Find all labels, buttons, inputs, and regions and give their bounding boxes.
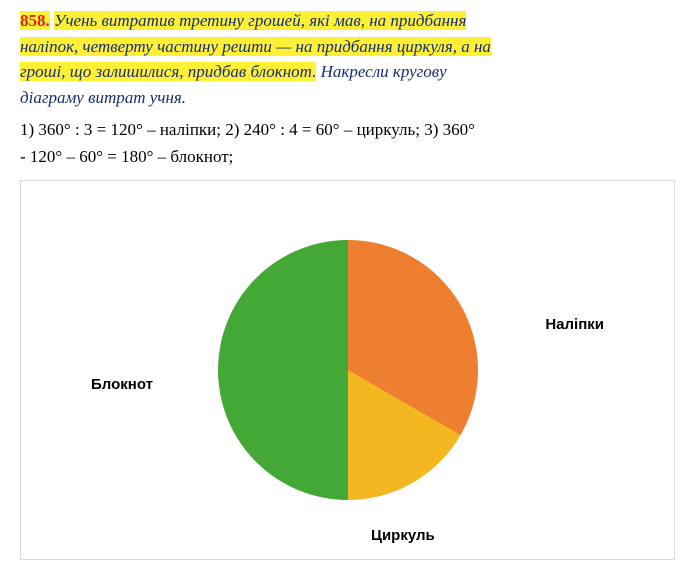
solution-line1: 1) 360° : 3 = 120° – наліпки; 2) 240° : … <box>20 120 475 139</box>
pie-label-bloknot: Блокнот <box>91 376 153 393</box>
page-container: 858. Учень витратив третину грошей, які … <box>0 0 695 560</box>
problem-line2: наліпок, четверту частину решти — на при… <box>20 37 491 56</box>
pie-label-cyrkul: Циркуль <box>371 527 435 544</box>
solution-text: 1) 360° : 3 = 120° – наліпки; 2) 240° : … <box>20 116 675 170</box>
pie-chart-container: Наліпки Циркуль Блокнот <box>20 180 675 560</box>
pie-chart <box>218 240 478 500</box>
pie-label-nalipky: Наліпки <box>545 316 604 333</box>
problem-line3a: гроші, що залишилися, придбав блокнот. <box>20 62 316 81</box>
problem-line4: діаграму витрат учня. <box>20 88 186 107</box>
problem-line3b: Накресли кругову <box>321 62 447 81</box>
solution-line2: - 120° – 60° = 180° – блокнот; <box>20 147 233 166</box>
problem-line1: Учень витратив третину грошей, які мав, … <box>54 11 466 30</box>
problem-statement: 858. Учень витратив третину грошей, які … <box>20 8 675 110</box>
problem-number: 858. <box>20 11 50 30</box>
